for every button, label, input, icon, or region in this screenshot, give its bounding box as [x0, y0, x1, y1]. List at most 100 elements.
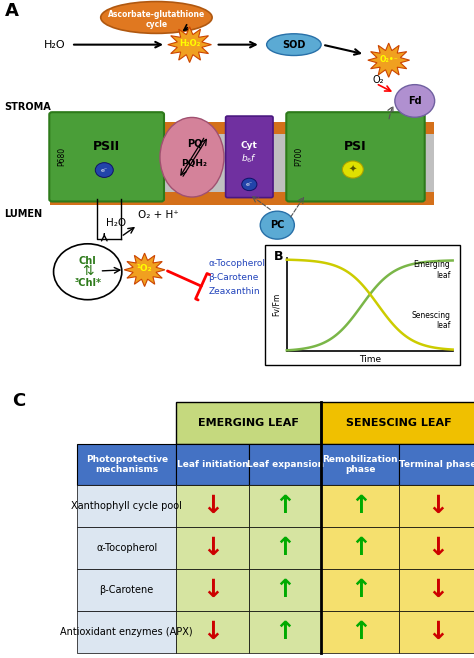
Text: SENESCING LEAF: SENESCING LEAF: [346, 418, 452, 428]
Text: Zeaxanthin: Zeaxanthin: [209, 287, 260, 295]
Text: ↓: ↓: [202, 620, 223, 644]
Text: ↓: ↓: [427, 494, 448, 519]
Text: α-Tocopherol: α-Tocopherol: [96, 543, 157, 553]
FancyBboxPatch shape: [77, 486, 176, 527]
Text: C: C: [12, 392, 25, 411]
Text: ¹O₂: ¹O₂: [137, 264, 152, 273]
Polygon shape: [124, 253, 165, 286]
FancyBboxPatch shape: [286, 113, 425, 201]
FancyBboxPatch shape: [249, 611, 321, 653]
FancyBboxPatch shape: [176, 401, 321, 443]
Text: ↑: ↑: [274, 494, 296, 519]
Text: $b_6f$: $b_6f$: [241, 153, 257, 165]
FancyBboxPatch shape: [399, 611, 474, 653]
FancyBboxPatch shape: [249, 569, 321, 611]
Text: SOD: SOD: [282, 39, 306, 49]
Text: Emerging
leaf: Emerging leaf: [413, 260, 450, 280]
FancyBboxPatch shape: [321, 486, 399, 527]
Text: ↑: ↑: [274, 620, 296, 644]
FancyBboxPatch shape: [77, 443, 176, 486]
Text: ↑: ↑: [350, 494, 371, 519]
Text: ⇅: ⇅: [82, 264, 93, 278]
Text: P680: P680: [57, 147, 66, 166]
Circle shape: [395, 85, 435, 117]
Text: Time: Time: [359, 355, 381, 365]
Text: Cyt: Cyt: [241, 141, 258, 149]
FancyBboxPatch shape: [49, 113, 164, 201]
Ellipse shape: [100, 1, 212, 34]
FancyBboxPatch shape: [399, 443, 474, 486]
Text: Remobilization
phase: Remobilization phase: [322, 455, 398, 474]
Text: ³Chl*: ³Chl*: [74, 278, 101, 288]
Circle shape: [342, 161, 363, 178]
Text: EMERGING LEAF: EMERGING LEAF: [198, 418, 299, 428]
FancyBboxPatch shape: [399, 569, 474, 611]
FancyBboxPatch shape: [321, 401, 474, 443]
Text: Leaf initiation: Leaf initiation: [177, 460, 248, 469]
Text: H₂O: H₂O: [44, 39, 65, 49]
FancyBboxPatch shape: [226, 116, 273, 197]
FancyBboxPatch shape: [176, 569, 249, 611]
Text: ↑: ↑: [274, 578, 296, 602]
Text: ↓: ↓: [202, 494, 223, 519]
Text: Fd: Fd: [408, 96, 421, 106]
Text: ↓: ↓: [427, 536, 448, 560]
Polygon shape: [168, 27, 211, 63]
Text: Fv/Fm: Fv/Fm: [272, 293, 281, 316]
FancyBboxPatch shape: [399, 527, 474, 569]
Text: ↑: ↑: [350, 578, 371, 602]
Text: PQH₂: PQH₂: [182, 159, 207, 168]
Text: Terminal phase: Terminal phase: [399, 460, 474, 469]
FancyBboxPatch shape: [77, 569, 176, 611]
Circle shape: [242, 178, 257, 191]
Circle shape: [260, 211, 294, 239]
Text: ↑: ↑: [350, 620, 371, 644]
Text: α-Tocopherol: α-Tocopherol: [209, 259, 265, 268]
Text: Antioxidant enzymes (APX): Antioxidant enzymes (APX): [61, 626, 193, 637]
Text: B: B: [274, 251, 283, 263]
Ellipse shape: [160, 117, 224, 197]
FancyBboxPatch shape: [249, 443, 321, 486]
FancyBboxPatch shape: [399, 486, 474, 527]
Text: O₂: O₂: [372, 74, 383, 85]
FancyBboxPatch shape: [321, 611, 399, 653]
FancyBboxPatch shape: [176, 443, 249, 486]
Text: STROMA: STROMA: [4, 102, 51, 112]
Circle shape: [54, 244, 122, 299]
Text: Chl: Chl: [79, 256, 97, 266]
Text: PC: PC: [270, 220, 284, 230]
FancyBboxPatch shape: [321, 443, 399, 486]
FancyBboxPatch shape: [265, 245, 460, 365]
Text: e⁻: e⁻: [246, 182, 253, 187]
FancyBboxPatch shape: [77, 527, 176, 569]
Text: H₂O: H₂O: [106, 218, 126, 228]
FancyBboxPatch shape: [176, 486, 249, 527]
Text: Xanthophyll cycle pool: Xanthophyll cycle pool: [71, 501, 182, 511]
Text: β-Carotene: β-Carotene: [209, 273, 259, 282]
Text: ↓: ↓: [427, 620, 448, 644]
Text: ↑: ↑: [274, 536, 296, 560]
Text: ↓: ↓: [427, 578, 448, 602]
FancyBboxPatch shape: [176, 527, 249, 569]
FancyBboxPatch shape: [50, 122, 434, 134]
Text: Leaf expansion: Leaf expansion: [246, 460, 324, 469]
Text: e⁻: e⁻: [100, 168, 108, 172]
Text: PQ: PQ: [187, 139, 202, 149]
Text: ↓: ↓: [202, 536, 223, 560]
Text: H₂O₂: H₂O₂: [179, 39, 201, 48]
FancyBboxPatch shape: [321, 569, 399, 611]
FancyBboxPatch shape: [321, 527, 399, 569]
Text: β-Carotene: β-Carotene: [100, 585, 154, 595]
Text: O₂•⁻: O₂•⁻: [379, 55, 398, 64]
Circle shape: [95, 163, 113, 178]
Ellipse shape: [266, 34, 321, 55]
Text: Ascorbate-glutathione: Ascorbate-glutathione: [108, 11, 205, 19]
Text: PSI: PSI: [344, 140, 367, 153]
Polygon shape: [368, 43, 410, 77]
Text: ↓: ↓: [202, 578, 223, 602]
FancyBboxPatch shape: [50, 192, 434, 205]
FancyBboxPatch shape: [50, 134, 434, 192]
FancyBboxPatch shape: [249, 527, 321, 569]
FancyBboxPatch shape: [77, 611, 176, 653]
Text: Photoprotective
mechanisms: Photoprotective mechanisms: [86, 455, 168, 474]
